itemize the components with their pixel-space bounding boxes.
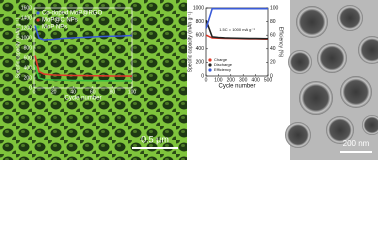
x-tick-label: 0	[33, 89, 36, 95]
legend-label: Charge	[214, 57, 228, 62]
legend-label: Discharge	[214, 62, 233, 67]
figure: 0.5 µm 200 nm 0 20 40 60 80 10002004006008001…	[0, 0, 378, 160]
legend-marker	[36, 25, 40, 29]
series-line	[34, 25, 133, 41]
x-tick-label: 300	[239, 77, 248, 83]
y2-tick-label: 0	[270, 73, 273, 79]
y2-tick-label: 20	[270, 60, 276, 66]
y2-tick-label: 80	[270, 19, 276, 25]
legend-marker	[36, 18, 40, 22]
scale-label: 0.5 µm	[141, 134, 169, 144]
y-tick-label: 600	[196, 33, 205, 39]
annotation: 1.5C = 1000 mA g⁻¹	[219, 27, 255, 32]
y2-tick-label: 60	[270, 33, 276, 39]
y-tick-label: 400	[196, 46, 205, 52]
series-line	[34, 65, 133, 82]
x-tick-label: 40	[70, 89, 76, 95]
legend-label: Co-doped MoP@RGO	[42, 11, 102, 17]
y-tick-label: 800	[24, 45, 33, 51]
y-tick-label: 1000	[193, 5, 204, 11]
y-tick-label: 200	[24, 75, 33, 81]
y2-tick-label: 100	[270, 5, 279, 11]
y-tick-label: 1400	[21, 15, 32, 21]
y-tick-label: 400	[24, 65, 33, 71]
x-tick-label: 20	[51, 89, 57, 95]
x-tick-label: 400	[251, 77, 260, 83]
series-line	[205, 19, 269, 40]
x-axis-label: Cycle number	[64, 96, 101, 102]
y-tick-label: 200	[196, 60, 205, 66]
y-tick-label: 600	[24, 55, 33, 61]
x-axis-label: Cycle number	[218, 84, 255, 90]
chart: 0 100 200 300 400 500020040060080010000204060…	[187, 5, 283, 89]
chart-panel	[187, 0, 290, 160]
y-tick-label: 1600	[21, 5, 32, 11]
x-tick-label: 0	[205, 77, 208, 83]
legend-marker	[208, 68, 212, 72]
series-line	[34, 55, 133, 77]
chart: 0 20 40 60 80 1000200400600800100012001400160…	[15, 5, 136, 101]
scale-label: 200 nm	[343, 139, 370, 148]
x-tick-label: 200	[227, 77, 236, 83]
tem-image	[285, 0, 378, 160]
series-line	[205, 7, 268, 29]
legend-label: MoP@C NPs	[42, 18, 78, 24]
y-tick-label: 1200	[21, 25, 32, 31]
legend-label: MoP NPs	[42, 25, 67, 31]
x-tick-label: 80	[110, 89, 116, 95]
x-tick-label: 60	[90, 89, 96, 95]
y2-axis-label: Efficiency (%)	[278, 27, 284, 58]
x-tick-label: 500	[264, 77, 273, 83]
y2-tick-label: 40	[270, 46, 276, 52]
legend-marker	[36, 11, 40, 15]
y-axis-label: Specific capacity (mAh g⁻¹)	[15, 17, 21, 78]
legend-marker	[208, 63, 212, 67]
y-tick-label: 1000	[21, 35, 32, 41]
y-axis-label: Specific capacity (mAh g⁻¹)	[187, 11, 193, 72]
y-tick-label: 800	[196, 19, 205, 25]
y-tick-label: 0	[201, 73, 204, 79]
legend-marker	[208, 58, 212, 62]
y-tick-label: 0	[29, 85, 32, 91]
x-tick-label: 100	[128, 89, 137, 95]
x-tick-label: 100	[214, 77, 223, 83]
legend-label: Efficiency	[214, 67, 231, 72]
